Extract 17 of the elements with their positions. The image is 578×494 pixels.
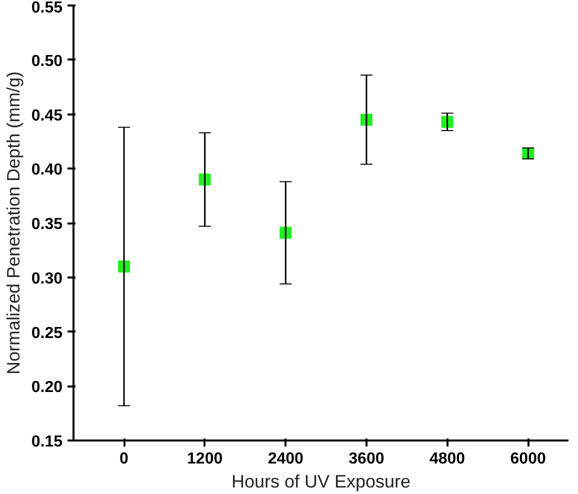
x-tick-label: 2400: [268, 450, 304, 468]
y-tick-label: 0.25: [31, 324, 63, 342]
y-axis-title: Normalized Penetration Depth (mm/g): [3, 71, 24, 375]
y-tick-label: 0.35: [31, 216, 63, 233]
y-tick-label: 0.30: [31, 270, 63, 288]
x-tick-label: 6000: [510, 450, 546, 468]
y-tick-label: 0.45: [31, 107, 63, 124]
y-tick-label: 0.20: [31, 379, 63, 396]
x-axis-title: Hours of UV Exposure: [231, 472, 411, 492]
x-tick-label: 1200: [187, 450, 223, 468]
y-tick-label: 0.50: [31, 52, 63, 70]
y-tick-label: 0.15: [31, 434, 63, 450]
x-tick-label: 4800: [429, 450, 466, 468]
y-tick-label: 0.55: [31, 0, 63, 16]
y-tick-label: 0.40: [31, 162, 63, 179]
x-tick-label: 0: [120, 450, 129, 468]
x-tick-label: 3600: [348, 450, 384, 468]
